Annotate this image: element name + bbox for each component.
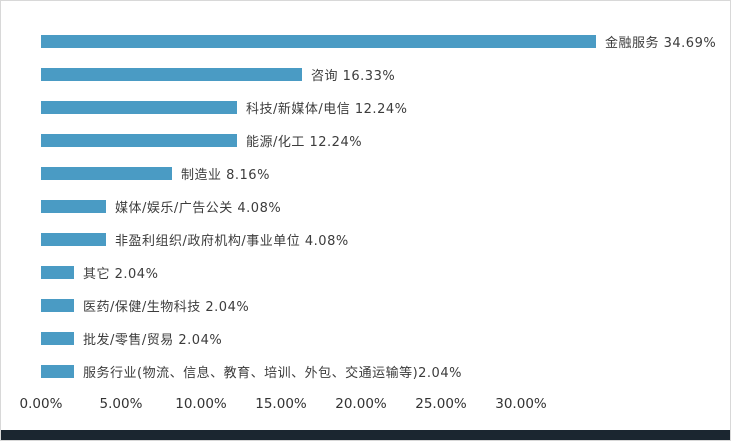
bar	[41, 332, 74, 345]
bar-row: 非盈利组织/政府机构/事业单位 4.08%	[41, 223, 601, 256]
bar	[41, 68, 302, 81]
bar	[41, 167, 172, 180]
bottom-dark-strip	[1, 430, 730, 440]
bar	[41, 101, 237, 114]
bars-container: 金融服务 34.69% 咨询 16.33% 科技/新媒体/电信 12.24% 能源/化…	[41, 25, 716, 388]
bar-row: 制造业 8.16%	[41, 157, 601, 190]
bar-label: 能源/化工 12.24%	[246, 135, 363, 150]
x-axis-tick-label: 0.00%	[19, 396, 63, 412]
bar-row: 其它 2.04%	[41, 256, 601, 289]
bar	[41, 365, 74, 378]
bar-row: 媒体/娱乐/广告公关 4.08%	[41, 190, 601, 223]
bar-label: 批发/零售/贸易 2.04%	[83, 333, 223, 348]
bar-label: 科技/新媒体/电信 12.24%	[246, 102, 408, 117]
bar-row: 批发/零售/贸易 2.04%	[41, 322, 601, 355]
x-axis-tick-label: 5.00%	[99, 396, 143, 412]
bar	[41, 266, 74, 279]
bar-label: 医药/保健/生物科技 2.04%	[83, 300, 250, 315]
bar-label: 金融服务 34.69%	[605, 36, 717, 51]
bar	[41, 134, 237, 147]
bar-row: 能源/化工 12.24%	[41, 124, 601, 157]
bar-label: 服务行业(物流、信息、教育、培训、外包、交通运输等)2.04%	[83, 366, 462, 381]
bar-row: 咨询 16.33%	[41, 58, 601, 91]
bar	[41, 299, 74, 312]
x-axis-tick-label: 30.00%	[495, 396, 547, 412]
x-axis-tick-label: 25.00%	[415, 396, 467, 412]
bar-label: 咨询 16.33%	[311, 69, 396, 84]
bar-row: 科技/新媒体/电信 12.24%	[41, 91, 601, 124]
bar	[41, 200, 106, 213]
x-axis-tick-label: 10.00%	[175, 396, 227, 412]
bar-row: 金融服务 34.69%	[41, 25, 716, 58]
bar-label: 制造业 8.16%	[181, 168, 270, 183]
x-axis-tick-label: 15.00%	[255, 396, 307, 412]
bar-label: 其它 2.04%	[83, 267, 159, 282]
x-axis-tick-label: 20.00%	[335, 396, 387, 412]
bar-row: 医药/保健/生物科技 2.04%	[41, 289, 601, 322]
bar-label: 非盈利组织/政府机构/事业单位 4.08%	[115, 234, 349, 249]
bar	[41, 233, 106, 246]
plot-area: 金融服务 34.69% 咨询 16.33% 科技/新媒体/电信 12.24% 能源/化…	[20, 25, 716, 418]
bar-row: 服务行业(物流、信息、教育、培训、外包、交通运输等)2.04%	[41, 355, 601, 388]
bar-label: 媒体/娱乐/广告公关 4.08%	[115, 201, 282, 216]
x-axis: 0.00% 5.00% 10.00% 15.00% 20.00% 25.00% 30.00%	[20, 396, 601, 418]
bar	[41, 35, 596, 48]
